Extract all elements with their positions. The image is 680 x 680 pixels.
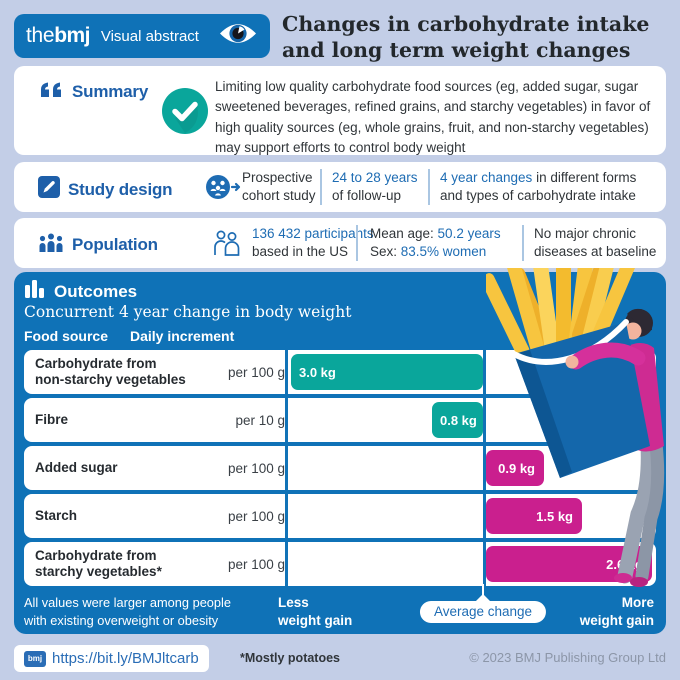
row-chart-cell: 2.6 kg xyxy=(285,542,656,586)
header-logo: the bmj Visual abstract xyxy=(14,14,270,58)
bmj-wordmark-bmj: bmj xyxy=(54,24,90,47)
row-food-source: Fibre xyxy=(35,412,69,428)
center-tick xyxy=(481,584,484,602)
center-line xyxy=(483,542,486,586)
divider xyxy=(428,169,430,205)
row-daily-increment: per 100 g xyxy=(227,556,285,572)
summary-label-row: Summary xyxy=(38,81,148,103)
row-food-source: Carbohydrate from non-starchy vegetables xyxy=(35,356,186,387)
value-bar: 0.8 kg xyxy=(432,402,483,438)
population-col-health: No major chronic diseases at baseline xyxy=(534,226,657,259)
table-row: Carbohydrate from starchy vegetables* per … xyxy=(24,542,656,586)
center-line xyxy=(483,398,486,442)
table-row: Starch per 100 g 1.5 kg xyxy=(24,494,656,538)
study-design-label: Study design xyxy=(68,179,173,199)
pencil-icon xyxy=(38,176,60,203)
study-col-followup: 24 to 28 years of follow-up xyxy=(332,170,418,203)
quote-icon xyxy=(38,81,64,103)
population-col-demographics: Mean age: 50.2 years Sex: 83.5% women xyxy=(370,226,501,259)
axis-less-label: Less weight gain xyxy=(278,595,353,629)
bmj-wordmark-the: the xyxy=(26,24,55,47)
footer-link[interactable]: bmj https://bit.ly/BMJltcarb xyxy=(14,645,209,672)
table-row: Added sugar per 100 g 0.9 kg xyxy=(24,446,656,490)
outcomes-footnote: All values were larger among people with… xyxy=(24,595,231,628)
study-design-card: Study design Prospective cohort study 24… xyxy=(14,162,666,212)
cohort-arrow-icon xyxy=(205,174,243,205)
bar-chart-icon xyxy=(25,280,45,303)
average-change-pill: Average change xyxy=(419,601,547,623)
table-row: Fibre per 10 g 0.8 kg xyxy=(24,398,656,442)
population-label: Population xyxy=(72,235,158,254)
link-text: https://bit.ly/BMJltcarb xyxy=(52,650,199,667)
row-daily-increment: per 10 g xyxy=(235,412,285,428)
visual-abstract-label: Visual abstract xyxy=(100,27,199,45)
outcomes-subtitle: Concurrent 4 year change in body weight xyxy=(24,303,352,321)
center-line xyxy=(483,446,486,490)
col-header-daily-increment: Daily increment xyxy=(130,328,235,344)
value-bar: 2.6 kg xyxy=(486,546,652,582)
outcomes-label: Outcomes xyxy=(54,281,138,301)
row-food-source: Added sugar xyxy=(35,460,118,476)
people-icon xyxy=(38,232,64,258)
row-chart-cell: 1.5 kg xyxy=(285,494,656,538)
row-chart-cell: 3.0 kg xyxy=(285,350,656,394)
population-card: Population 136 432 participants based in… xyxy=(14,218,666,268)
row-chart-cell: 0.8 kg xyxy=(285,398,656,442)
divider xyxy=(522,225,524,261)
check-icon xyxy=(162,88,208,139)
row-daily-increment: per 100 g xyxy=(227,460,285,476)
summary-label: Summary xyxy=(72,82,149,101)
study-design-label-row: Study design xyxy=(38,176,173,203)
row-daily-increment: per 100 g xyxy=(227,508,285,524)
bmj-mini-logo: bmj xyxy=(24,650,46,667)
page-title: Changes in carbohydrate intake and long … xyxy=(282,12,650,63)
table-row: Carbohydrate from non-starchy vegetables p… xyxy=(24,350,656,394)
summary-text: Limiting low quality carbohydrate food s… xyxy=(215,79,651,155)
summary-card: Summary Limiting low quality carbohydrat… xyxy=(14,66,666,155)
axis-more-label: More weight gain xyxy=(579,595,654,629)
value-bar: 3.0 kg xyxy=(291,354,483,390)
center-line xyxy=(483,350,486,394)
eye-icon xyxy=(218,20,258,52)
value-bar: 1.5 kg xyxy=(486,498,582,534)
outcomes-header: Outcomes xyxy=(25,280,137,303)
divider xyxy=(356,225,358,261)
center-line xyxy=(483,494,486,538)
study-col-design: Prospective cohort study xyxy=(242,170,316,203)
row-food-source: Carbohydrate from starchy vegetables* xyxy=(35,548,162,579)
study-col-changes: 4 year changes in different forms and ty… xyxy=(440,170,637,203)
row-chart-cell: 0.9 kg xyxy=(285,446,656,490)
col-header-food-source: Food source xyxy=(24,328,109,344)
outcomes-panel: Outcomes Concurrent 4 year change in bod… xyxy=(14,272,666,634)
row-daily-increment: per 100 g xyxy=(227,364,285,380)
two-person-outline-icon xyxy=(212,228,242,263)
row-food-source: Starch xyxy=(35,508,78,524)
divider xyxy=(320,169,322,205)
value-bar: 0.9 kg xyxy=(486,450,544,486)
outcomes-rows: Carbohydrate from non-starchy vegetables p… xyxy=(24,350,656,590)
population-col-participants: 136 432 participants based in the US xyxy=(252,226,374,259)
population-label-row: Population xyxy=(38,232,158,258)
copyright: © 2023 BMJ Publishing Group Ltd xyxy=(469,650,666,665)
footnote-potatoes: *Mostly potatoes xyxy=(240,651,341,665)
